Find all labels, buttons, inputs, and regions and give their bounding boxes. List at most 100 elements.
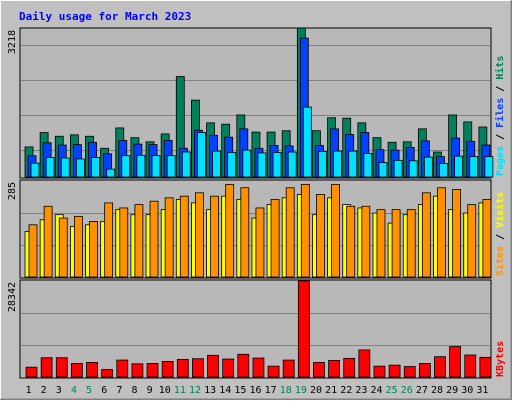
- x-tick-label: 31: [476, 385, 488, 396]
- bar-pages-25: [393, 159, 403, 178]
- bar-pages-20: [318, 151, 327, 178]
- legend-pages: Pages: [495, 146, 506, 176]
- bar-pages-2: [45, 157, 55, 178]
- bar-pages-6: [106, 168, 116, 178]
- bar-pages-11: [181, 151, 191, 178]
- legend-kbytes: KBytes: [495, 341, 506, 377]
- bar-kbytes-12: [192, 358, 204, 378]
- bar-sites-16: [255, 207, 265, 278]
- x-tick-label: 28: [431, 385, 443, 396]
- y-max-label-kbytes: 28342: [7, 282, 18, 312]
- bar-sites-21: [331, 183, 340, 278]
- bar-sites-29: [452, 189, 462, 278]
- bar-kbytes-18: [282, 359, 295, 378]
- x-tick-label: 18: [280, 385, 292, 396]
- legend-hits: Hits: [494, 56, 506, 80]
- bar-sites-6: [104, 202, 114, 278]
- bar-kbytes-9: [146, 363, 159, 378]
- bar-pages-1: [30, 162, 40, 178]
- bar-kbytes-4: [70, 363, 83, 378]
- bar-pages-9: [151, 155, 161, 178]
- legend-separator: /: [495, 80, 506, 98]
- bar-sites-24: [376, 209, 386, 278]
- bar-pages-8: [136, 154, 146, 178]
- bar-kbytes-8: [131, 363, 144, 378]
- bar-sites-2: [43, 205, 53, 278]
- bar-sites-22: [346, 205, 356, 278]
- bar-pages-10: [166, 155, 176, 178]
- bar-kbytes-26: [403, 366, 416, 378]
- bar-sites-15: [240, 187, 250, 278]
- y-max-label-visits: 285: [7, 182, 18, 200]
- bar-pages-30: [469, 156, 479, 178]
- bar-pages-27: [423, 156, 433, 178]
- x-tick-label: 8: [131, 385, 137, 396]
- bar-pages-12: [197, 132, 206, 178]
- x-tick-label: 11: [174, 385, 186, 396]
- bar-pages-28: [439, 163, 448, 178]
- bar-kbytes-13: [207, 354, 219, 378]
- bar-sites-11: [179, 195, 189, 278]
- x-tick-label: 17: [265, 385, 277, 396]
- bar-kbytes-20: [313, 362, 325, 378]
- x-tick-label: 3: [56, 385, 62, 396]
- x-tick-label: 25: [386, 385, 398, 396]
- bar-pages-13: [212, 150, 221, 178]
- bar-sites-17: [270, 199, 280, 278]
- bar-kbytes-1: [25, 366, 38, 378]
- bar-sites-19: [300, 183, 310, 278]
- bar-sites-7: [119, 207, 129, 278]
- bar-kbytes-23: [358, 349, 371, 378]
- legend-separator: /: [495, 128, 506, 146]
- x-tick-label: 10: [159, 385, 171, 396]
- bar-kbytes-24: [373, 365, 386, 378]
- x-tick-label: 27: [416, 385, 428, 396]
- bars: [24, 27, 494, 378]
- chart-title: Daily usage for March 2023: [19, 10, 191, 23]
- bar-pages-23: [363, 152, 373, 178]
- bar-kbytes-17: [267, 365, 280, 378]
- legend-hits-files-pages: Pages / Files / Hits: [494, 56, 506, 176]
- bar-sites-26: [406, 209, 416, 278]
- x-tick-label: 29: [446, 385, 458, 396]
- x-tick-label: 6: [101, 385, 107, 396]
- bar-sites-12: [195, 192, 204, 278]
- bar-kbytes-22: [343, 357, 356, 378]
- bar-kbytes-21: [328, 360, 340, 378]
- bar-kbytes-5: [86, 362, 98, 378]
- bar-pages-16: [257, 152, 267, 178]
- x-tick-label: 26: [401, 385, 413, 396]
- bar-kbytes-30: [464, 354, 477, 378]
- bar-sites-1: [28, 224, 38, 278]
- legend-files: Files: [494, 98, 506, 128]
- x-tick-label: 7: [116, 385, 122, 396]
- y-max-label-hits: 3218: [7, 30, 18, 54]
- x-tick-label: 30: [461, 385, 473, 396]
- x-tick-label: 9: [147, 385, 153, 396]
- bar-pages-19: [302, 106, 312, 178]
- bar-sites-14: [225, 183, 235, 278]
- x-tick-label: 13: [204, 385, 216, 396]
- bar-pages-18: [287, 151, 297, 178]
- bar-sites-4: [73, 215, 83, 278]
- x-tick-label: 20: [310, 385, 322, 396]
- x-tick-label: 24: [371, 385, 383, 396]
- x-tick-label: 2: [41, 385, 47, 396]
- x-tick-label: 14: [219, 385, 231, 396]
- bar-sites-9: [149, 200, 159, 278]
- bar-kbytes-15: [237, 353, 250, 378]
- bar-pages-22: [348, 150, 358, 178]
- bar-kbytes-3: [55, 357, 68, 378]
- bar-pages-21: [333, 150, 342, 178]
- bar-kbytes-2: [40, 357, 53, 378]
- bar-kbytes-25: [388, 364, 401, 378]
- bar-pages-5: [91, 157, 100, 178]
- x-tick-label: 22: [340, 385, 352, 396]
- bar-pages-17: [272, 152, 282, 178]
- legend-kbytes: KBytes: [495, 341, 506, 377]
- bar-kbytes-11: [176, 358, 189, 378]
- legend-sites-visits: Sites / Visits: [494, 192, 506, 276]
- bar-sites-23: [361, 205, 371, 278]
- bar-sites-27: [421, 192, 431, 278]
